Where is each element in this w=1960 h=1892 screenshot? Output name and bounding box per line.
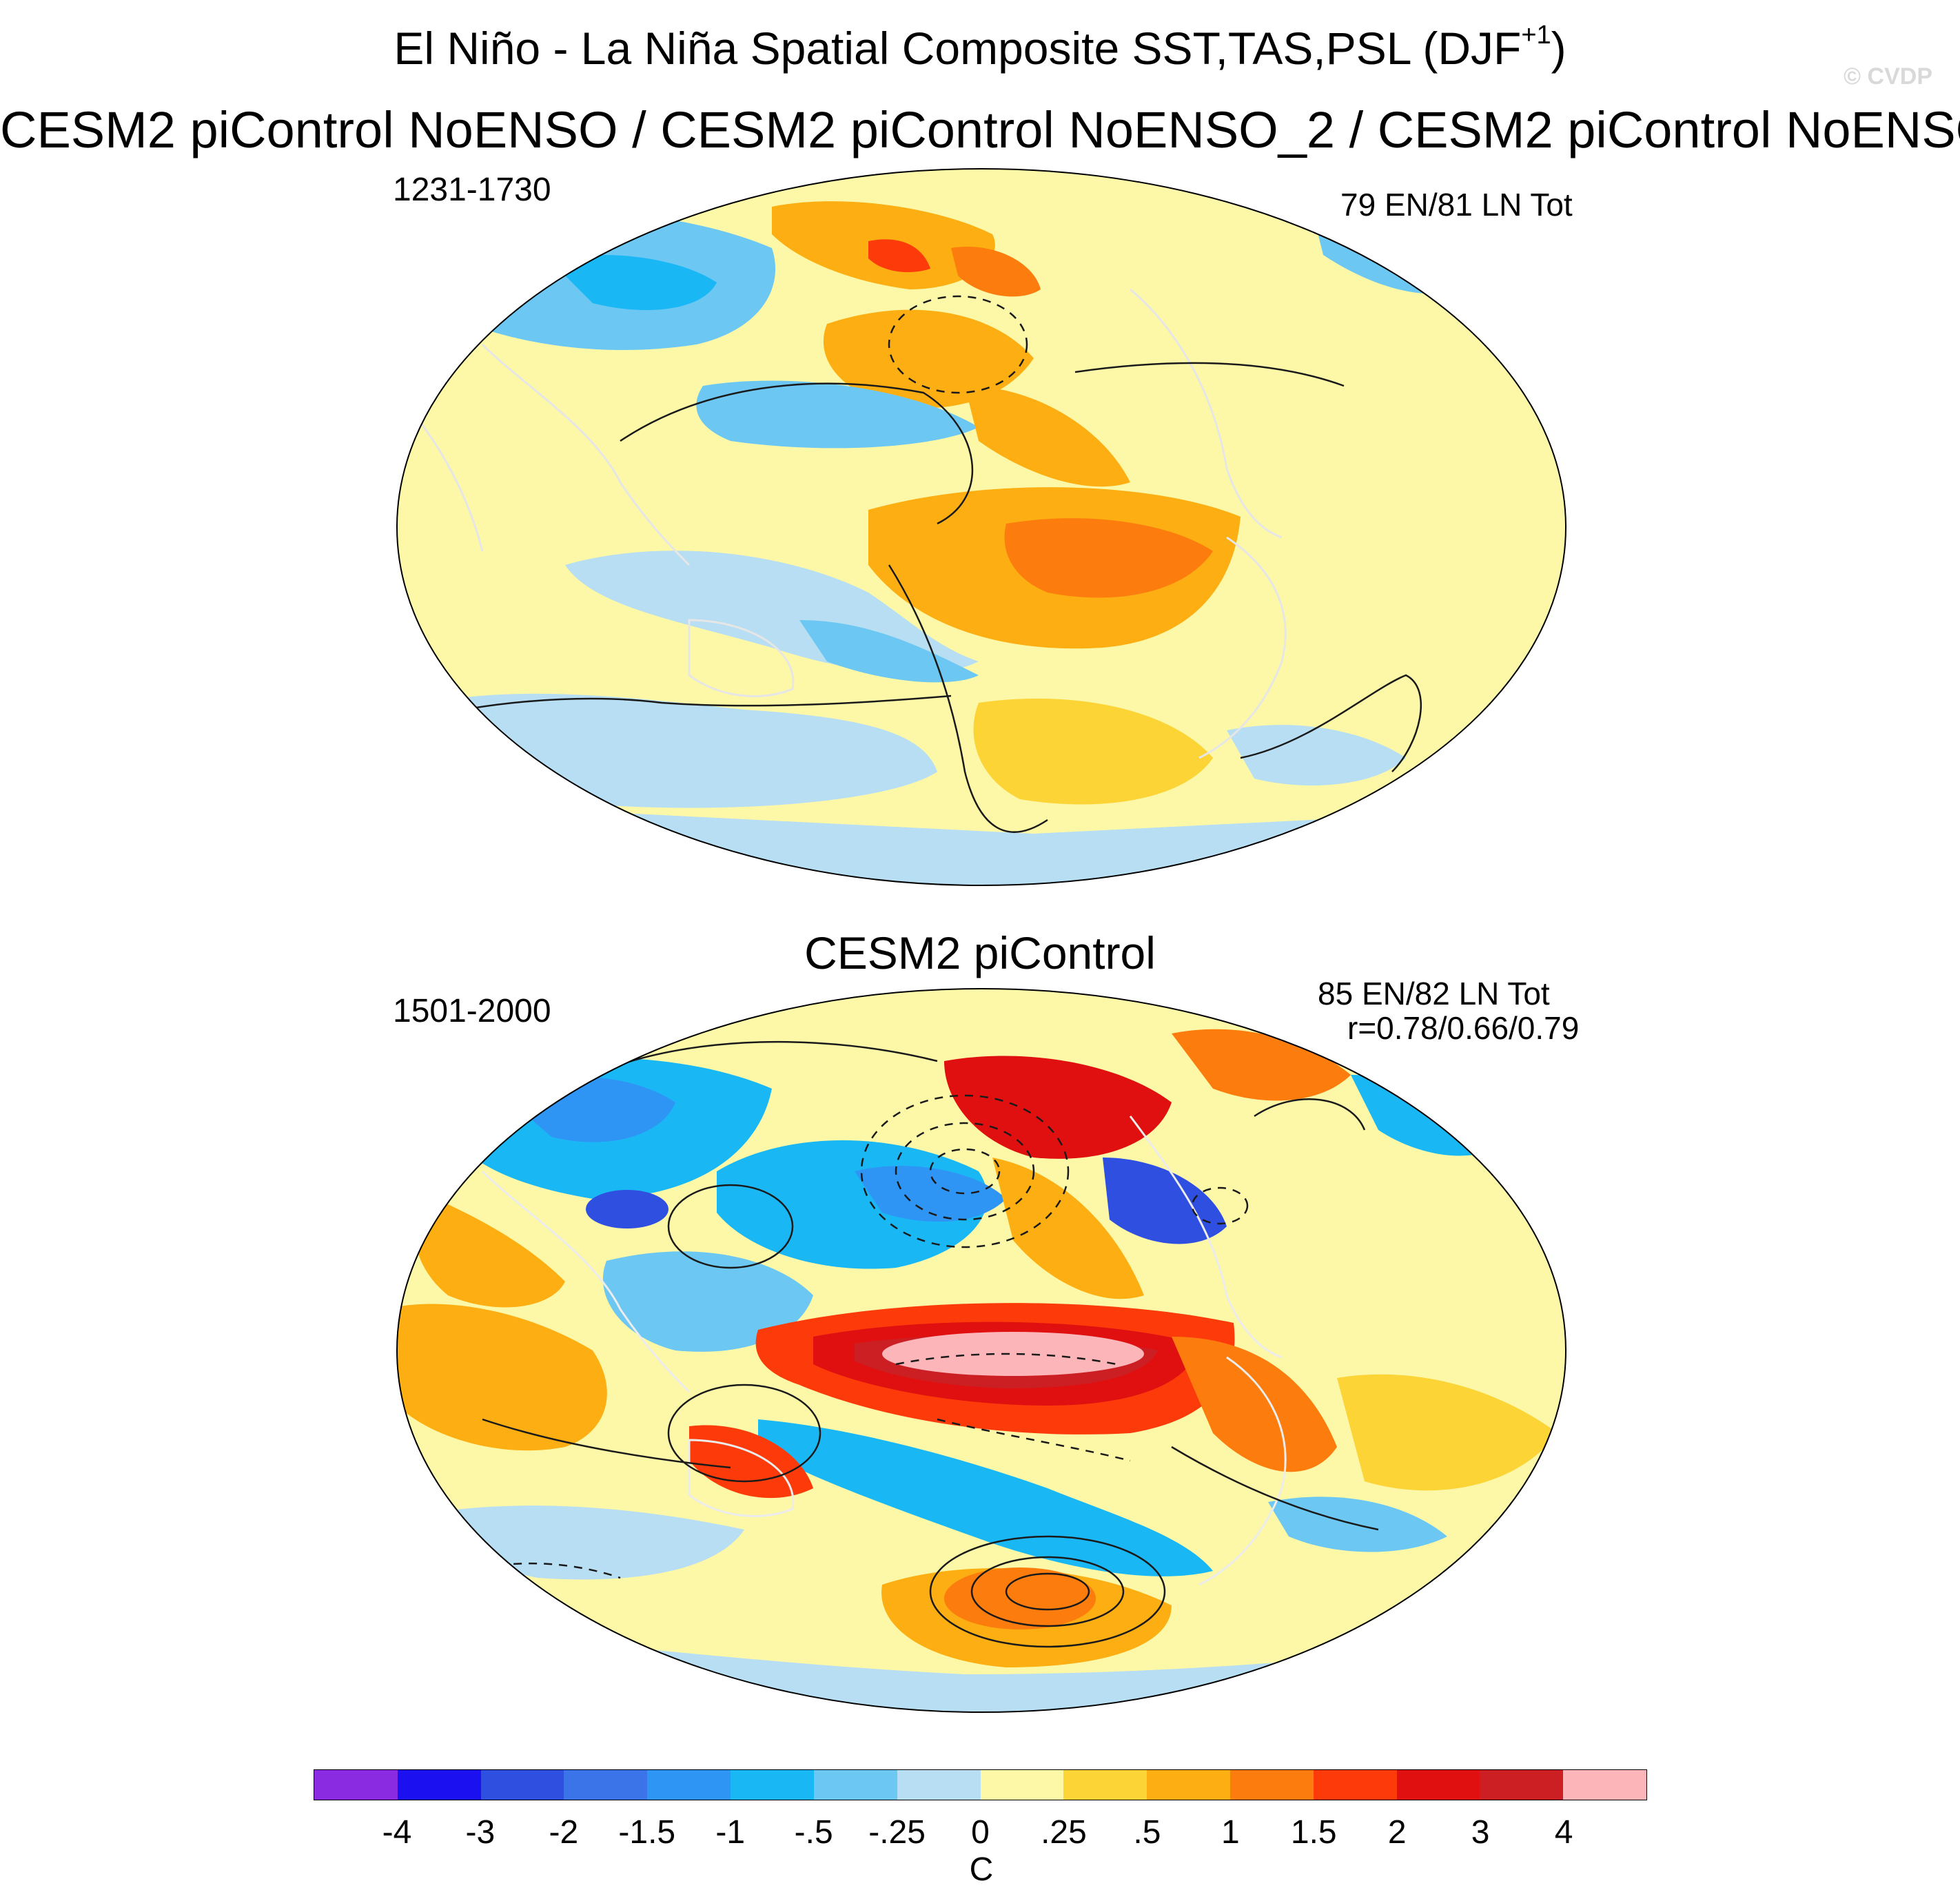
panel1-s-pacific-warm (973, 698, 1213, 805)
colorbar-tick-label: 0 (971, 1814, 990, 1851)
panel1-psl-contours (427, 362, 1422, 833)
colorbar-tick-label: 1.5 (1290, 1814, 1337, 1851)
panel1-psl-negative (888, 295, 1028, 394)
panel1-map (397, 169, 1566, 885)
colorbar-cell (1563, 1770, 1646, 1800)
colorbar (314, 1769, 1647, 1800)
panel2-greenland-warm (1172, 1029, 1351, 1101)
colorbar-cell (731, 1770, 814, 1800)
panel2-psl-contours (482, 1040, 1379, 1648)
colorbar-tick-label: 2 (1387, 1814, 1407, 1851)
colorbar-cell (813, 1770, 897, 1800)
panel2-years: 1501-2000 (393, 993, 551, 1029)
colorbar-tick-label: 1 (1221, 1814, 1240, 1851)
colorbar-tick-label: -.25 (868, 1814, 926, 1851)
panel1-map-border (396, 168, 1566, 886)
colorbar-tick-label: -1 (715, 1814, 746, 1851)
panel2-map (397, 989, 1566, 1712)
panel2-w-pacific-cool (602, 1251, 813, 1352)
panel1-eq-pacific-core (1004, 518, 1213, 598)
panel1-npacific-warm (823, 309, 1034, 409)
panel1-years: 1231-1730 (393, 172, 551, 208)
cvdp-watermark: © CVDP (1844, 63, 1932, 90)
colorbar-cell (1313, 1770, 1397, 1800)
panel1-bering-core (868, 239, 930, 272)
panel1-coastlines (412, 288, 1287, 759)
colorbar-tick-label: -3 (465, 1814, 496, 1851)
panel1-spcz-cool (799, 620, 979, 683)
panel2-npacific-core (855, 1166, 1006, 1222)
colorbar-tick-label: -4 (382, 1814, 412, 1851)
colorbar-cell (1396, 1770, 1480, 1800)
panel1-event-count: 79 EN/81 LN Tot (1340, 187, 1573, 223)
panel2-coastlines (481, 1115, 1287, 1586)
panel2-event-count: 85 EN/82 LN Tot (1318, 976, 1550, 1011)
panel1-alaska-warm (951, 247, 1041, 297)
panel2-psl-negative (468, 1094, 1249, 1579)
colorbar-tick-label: .5 (1133, 1814, 1161, 1851)
panel2-southern-core (944, 1567, 1096, 1629)
panel1-s-atlantic-cool (1227, 725, 1406, 785)
panel2-s-atlantic-warm (1337, 1374, 1558, 1491)
figure-title: El Niño - La Niña Spatial Composite SST,… (394, 21, 1566, 74)
panel1-npacific-cool (696, 380, 979, 449)
figure-subtitle: CESM2 piControl NoENSO / CESM2 piControl… (0, 101, 1960, 158)
panel2-central-asia-cool (586, 1190, 668, 1228)
colorbar-units: C (969, 1851, 994, 1888)
colorbar-cell (1229, 1770, 1314, 1800)
panel2-na-cool (1103, 1158, 1227, 1244)
panel2-europe-warm (414, 1192, 565, 1308)
colorbar-cell (647, 1770, 731, 1800)
colorbar-cell (980, 1770, 1064, 1800)
colorbar-tick-label: .25 (1041, 1814, 1087, 1851)
colorbar-tick-label: 4 (1554, 1814, 1573, 1851)
panel2-map-border (396, 988, 1566, 1713)
colorbar-tick-label: 3 (1471, 1814, 1490, 1851)
panel2-nino-peak (882, 1332, 1144, 1376)
panel2-ne-pacific-warm (992, 1158, 1144, 1299)
panel2-title: CESM2 piControl (804, 927, 1156, 978)
panel2-africa-india-warm (397, 1304, 607, 1451)
panel2-pattern-correlation: r=0.78/0.66/0.79 (1347, 1010, 1580, 1046)
panel1-siberia-core (551, 255, 717, 310)
colorbar-cell (1147, 1770, 1230, 1800)
colorbar-tick-label: -.5 (794, 1814, 833, 1851)
colorbar-cell (564, 1770, 648, 1800)
colorbar-cell (480, 1770, 564, 1800)
colorbar-cell (397, 1770, 481, 1800)
colorbar-cell (314, 1770, 398, 1800)
panel2-s-america-warm (1172, 1337, 1337, 1472)
colorbar-cell (897, 1770, 981, 1800)
panel1-ne-pacific-warm (965, 386, 1130, 487)
colorbar-cell (1480, 1770, 1564, 1800)
colorbar-tick-label: -2 (549, 1814, 579, 1851)
colorbar-tick-label: -1.5 (618, 1814, 676, 1851)
panel2-alaska-warm (944, 1056, 1172, 1159)
panel2-s-pacific-cool (758, 1419, 1213, 1576)
colorbar-cell (1063, 1770, 1147, 1800)
